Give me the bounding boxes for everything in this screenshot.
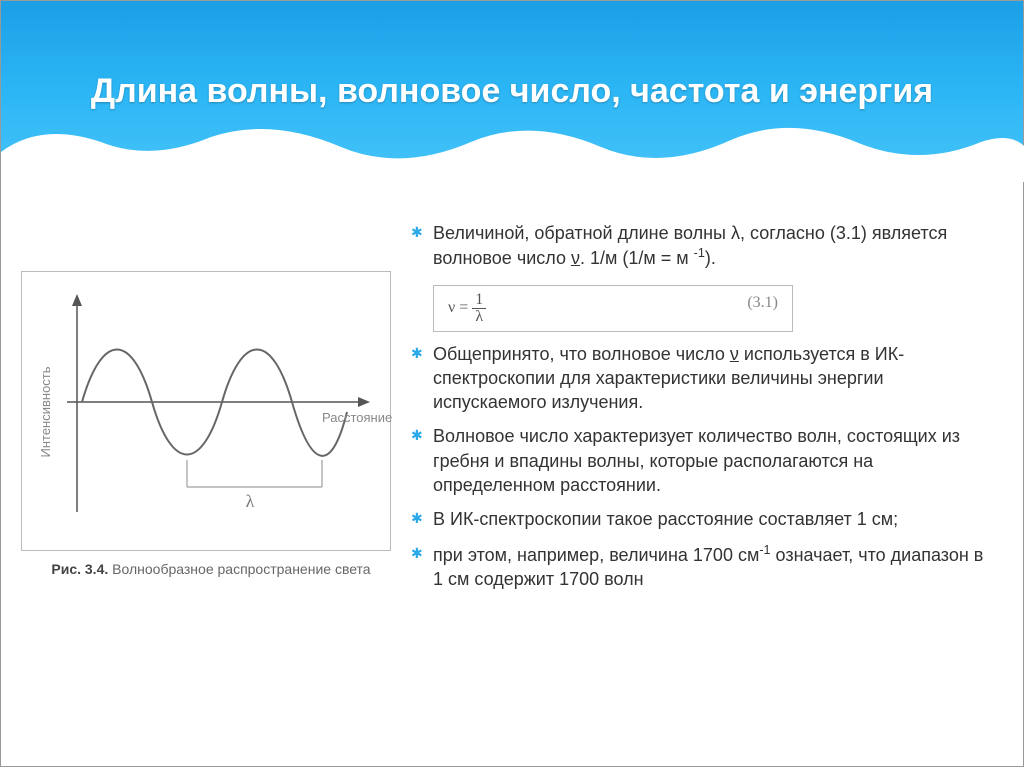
list-item: Волновое число характеризует количество …: [411, 424, 993, 497]
content-area: λ Интенсивность Расстояние Рис. 3.4. Вол…: [1, 181, 1023, 621]
figure-caption-num: Рис. 3.4.: [51, 561, 108, 577]
y-axis-label: Интенсивность: [38, 366, 53, 457]
lambda-label: λ: [246, 491, 255, 511]
list-item: В ИК-спектроскопии такое расстояние сост…: [411, 507, 993, 531]
wave-figure: λ Интенсивность Расстояние: [21, 271, 391, 551]
figure-caption-text: Волнообразное распространение света: [112, 561, 370, 577]
formula-box: ν = 1λ (3.1): [433, 285, 793, 332]
slide-title: Длина волны, волновое число, частота и э…: [51, 70, 973, 113]
wave-svg: λ Интенсивность Расстояние: [22, 272, 392, 552]
x-axis-label: Расстояние: [322, 410, 392, 425]
bullet-list: Величиной, обратной длине волны λ, согла…: [411, 221, 993, 271]
formula-number: (3.1): [747, 292, 778, 314]
list-item: Общепринято, что волновое число ν исполь…: [411, 342, 993, 415]
bullet-list-cont: Общепринято, что волновое число ν исполь…: [411, 342, 993, 592]
cloud-divider: [1, 122, 1024, 182]
text-column: Величиной, обратной длине волны λ, согла…: [411, 221, 993, 601]
list-item: Величиной, обратной длине волны λ, согла…: [411, 221, 993, 271]
figure-column: λ Интенсивность Расстояние Рис. 3.4. Вол…: [21, 221, 401, 601]
slide: Длина волны, волновое число, частота и э…: [0, 0, 1024, 767]
formula-expr: ν = 1λ: [448, 299, 486, 316]
list-item: при этом, например, величина 1700 см-1 о…: [411, 542, 993, 592]
figure-caption: Рис. 3.4. Волнообразное распространение …: [21, 561, 401, 577]
title-banner: Длина волны, волновое число, частота и э…: [1, 1, 1023, 181]
